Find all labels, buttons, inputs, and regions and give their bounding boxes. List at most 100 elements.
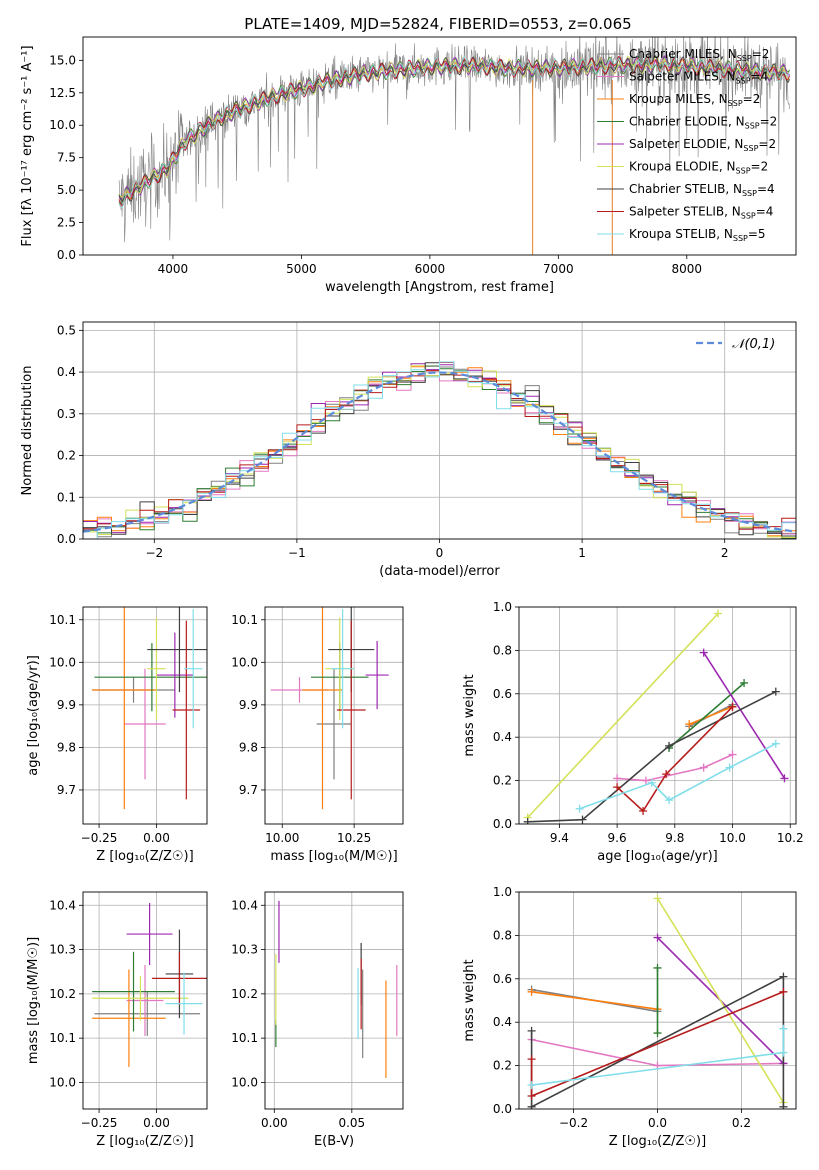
y-tick-label: 0.0 [57,248,76,262]
y-tick-label: 9.8 [57,740,76,754]
y-tick-label: 2.5 [57,216,76,230]
histogram-step-8 [83,361,796,539]
y-tick-label: 9.9 [239,698,258,712]
axes-weight_vs_age: 9.4 9.6 9.8 10.0 10.2 0.0 0.2 0.4 0.6 0.8 1.0 age [… [462,600,804,864]
y-tick-label: 0.2 [493,774,512,788]
weight-point-marker [665,741,674,750]
weight-point-marker [647,778,656,787]
y-tick-label: 9.7 [239,783,258,797]
weight-point-marker [779,972,788,981]
y-tick-label: 0.1 [57,490,76,504]
x-axis-label: (data-model)/error [379,564,500,579]
x-tick-label: 9.6 [608,831,627,845]
x-tick-label: 10.25 [337,831,371,845]
axes-frame [264,891,404,1110]
weight-series-line-7 [616,706,734,813]
weight-point-marker [771,687,780,696]
x-tick-label: 8000 [672,262,703,276]
axes-frame [518,891,797,1110]
weight-point-marker [639,806,648,815]
y-axis-label: mass weight [462,674,477,756]
axes-mass_vs_Z: −0.25 0.00 10.0 10.1 10.2 10.3 10.4 Z [log₁₀(Z/… [26,891,208,1149]
y-tick-label: 0.6 [493,687,512,701]
legend-entry: Chabrier ELODIE, NSSP=2 [629,115,777,131]
legend-entry: Kroupa ELODIE, NSSP=2 [629,160,768,176]
x-tick-label: −0.25 [81,831,118,845]
y-tick-label: 0.0 [493,1102,512,1116]
weight-point-marker [725,763,734,772]
x-tick-label: 10.00 [265,831,299,845]
y-axis-label: mass [log₁₀(M/M☉)] [26,937,41,1064]
model-spectrum-line-8 [118,55,791,208]
y-tick-label: 0.4 [57,365,76,379]
weight-point-marker [523,817,532,824]
y-tick-label: 10.4 [49,898,76,912]
x-axis-label: E(B-V) [314,1134,354,1149]
x-axis-label: age [log₁₀(age/yr)] [597,849,718,864]
x-tick-label: 9.8 [665,831,684,845]
y-tick-label: 0.4 [493,730,512,744]
model-spectrum-line-7 [118,55,791,207]
model-spectrum-line-5 [118,55,790,201]
weight-point-marker [527,1081,536,1090]
y-tick-label: 10.0 [231,1075,258,1089]
weight-series-line-8 [579,742,777,810]
y-tick-label: 10.3 [231,943,258,957]
y-tick-label: 1.0 [493,885,512,899]
axes-residual_hist: −2 −1 0 1 2 0.0 0.1 0.2 0.3 0.4 0.5 (data-model)/er… [20,321,797,579]
weight-point-marker [575,804,584,813]
legend-entry: Chabrier MILES, NSSP=2 [629,47,769,63]
x-tick-label: 0.00 [261,1116,288,1130]
legend-entry: Salpeter STELIB, NSSP=4 [629,205,773,221]
x-tick-label: −0.2 [559,1116,588,1130]
x-tick-label: 0.05 [338,1116,365,1130]
legend-entry: Chabrier STELIB, NSSP=4 [629,182,775,198]
x-tick-label: 0.0 [648,1116,667,1130]
weight-series-line-3 [668,682,745,749]
weight-series-line-5 [656,898,785,1103]
x-axis-label: wavelength [Angstrom, rest frame] [325,280,554,295]
weight-point-marker [685,720,694,729]
y-tick-label: 9.8 [239,740,258,754]
y-tick-label: 0.8 [493,643,512,657]
plot-area-spectrum [118,37,791,255]
legend-entry: 𝒩(0,1) [732,337,775,352]
plot-area-mass_vs_ebv [265,892,403,1109]
axes-age_vs_mass: 10.00 10.25 9.7 9.8 9.9 10.0 10.1 mass [log₁₀(M… [231,606,404,864]
weight-point-marker [740,678,749,687]
axes-frame [82,606,208,825]
y-tick-label: 10.1 [49,1031,76,1045]
y-tick-label: 12.5 [49,86,76,100]
y-axis-label: mass weight [462,959,477,1041]
x-axis-label: Z [log₁₀(Z/Z☉)] [609,1134,706,1149]
weight-series-line-2 [688,706,733,725]
x-tick-label: 1 [578,546,586,560]
plot-area-weight_vs_Z [519,892,796,1109]
weight-point-marker [527,987,536,996]
normal-reference-curve [83,371,796,533]
y-tick-label: 9.7 [57,783,76,797]
axes-age_vs_Z: −0.25 0.00 9.7 9.8 9.9 10.0 10.1 Z [log₁₀(Z/Z☉)… [26,606,208,864]
y-tick-label: 0.3 [57,407,76,421]
weight-point-marker [665,796,674,805]
weight-point-marker [653,933,662,942]
weight-point-marker [641,776,650,785]
x-tick-label: 4000 [158,262,189,276]
weight-point-marker [613,783,622,792]
x-tick-label: −0.25 [81,1116,118,1130]
y-tick-label: 10.0 [49,655,76,669]
weight-point-marker [662,770,671,779]
x-tick-label: 5000 [286,262,317,276]
weight-point-marker [780,774,789,783]
weight-point-marker [653,1029,662,1038]
weight-point-marker [527,1055,536,1064]
y-tick-label: 10.0 [49,1075,76,1089]
weight-point-marker [779,987,788,996]
y-tick-label: 10.0 [231,655,258,669]
weight-point-marker [527,1102,536,1109]
y-axis-label: Normed distribution [20,366,35,496]
y-tick-label: 10.1 [231,1031,258,1045]
plot-area-age_vs_Z [83,607,207,824]
weight-point-marker [613,774,622,783]
